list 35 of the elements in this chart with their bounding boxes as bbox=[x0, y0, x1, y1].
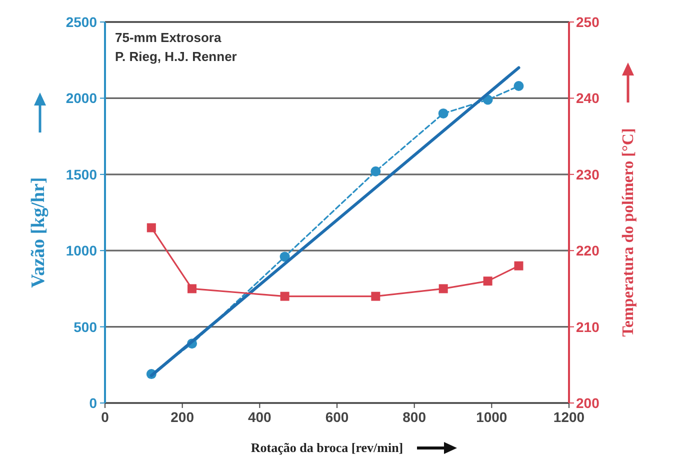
point bbox=[483, 276, 492, 286]
y2-tick-label: 250 bbox=[576, 14, 600, 30]
x-tick-label: 0 bbox=[101, 409, 110, 425]
point bbox=[371, 292, 380, 301]
y-tick-label: 1000 bbox=[66, 242, 98, 259]
x-tick-label: 1000 bbox=[476, 409, 508, 425]
x-tick-label: 600 bbox=[325, 409, 349, 425]
y-axis-title: Vazão [kg/hr] bbox=[28, 177, 49, 288]
annotation: P. Rieg, H.J. Renner bbox=[115, 49, 237, 64]
y2-axis-title: Temperatura do polímero [°C] bbox=[620, 128, 637, 337]
y2-tick-label: 230 bbox=[576, 166, 600, 182]
y-tick-label: 0 bbox=[89, 395, 98, 411]
point bbox=[438, 108, 448, 118]
point bbox=[188, 284, 196, 294]
point bbox=[514, 261, 524, 270]
x-tick-label: 800 bbox=[402, 409, 426, 425]
y-tick-label: 500 bbox=[74, 318, 98, 335]
y-tick-label: 2000 bbox=[66, 90, 98, 106]
y2-tick-label: 200 bbox=[576, 395, 600, 411]
point bbox=[280, 292, 290, 301]
point bbox=[370, 166, 381, 176]
point bbox=[514, 81, 524, 92]
x-tick-label: 1200 bbox=[553, 409, 585, 425]
x-tick-label: 200 bbox=[170, 409, 194, 425]
y2-tick-label: 240 bbox=[576, 90, 600, 106]
y-tick-label: 1500 bbox=[66, 166, 98, 182]
point bbox=[438, 284, 448, 294]
y-tick-label: 2500 bbox=[66, 14, 98, 30]
x-tick-label: 400 bbox=[248, 409, 272, 425]
point bbox=[146, 223, 156, 232]
y2-tick-label: 210 bbox=[576, 318, 600, 335]
x-axis-title: Rotação da broca [rev/min] bbox=[250, 440, 404, 455]
point bbox=[280, 252, 290, 262]
y2-tick-label: 220 bbox=[576, 242, 600, 259]
annotation: 75-mm Extrosora bbox=[115, 30, 222, 45]
